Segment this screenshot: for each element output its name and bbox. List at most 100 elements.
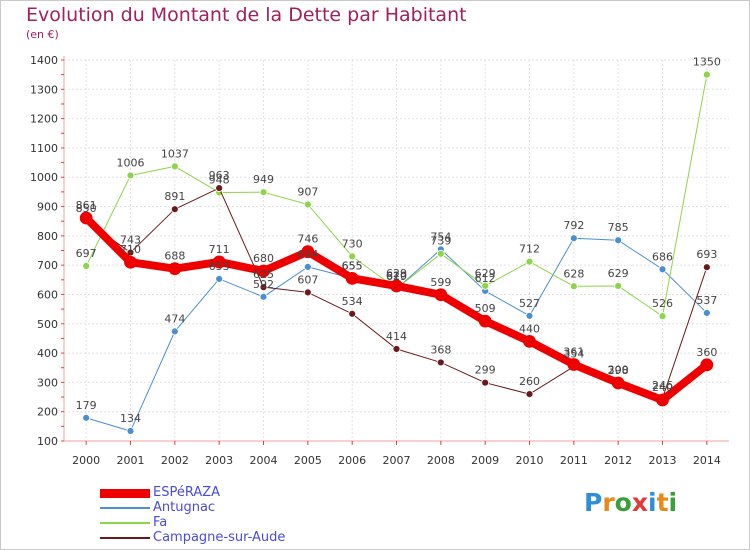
- data-label-antugnac: 655: [342, 259, 363, 272]
- data-label-antugnac: 653: [209, 260, 230, 273]
- data-label-esp-raza: 680: [253, 252, 274, 265]
- data-label-esp-raza: 599: [430, 276, 451, 289]
- data-point-fa: [702, 70, 711, 79]
- data-point-esp-raza: [611, 376, 625, 390]
- legend-label: Antugnac: [153, 500, 216, 515]
- x-tick-label: 2002: [161, 454, 189, 467]
- data-label-campagne-sur-aude: 246: [652, 379, 673, 392]
- data-point-fa: [126, 171, 135, 180]
- y-tick-label: 1100: [30, 142, 58, 155]
- data-point-esp-raza: [301, 245, 315, 259]
- data-point-antugnac: [126, 427, 135, 435]
- data-label-campagne-sur-aude: 299: [475, 364, 496, 377]
- data-label-antugnac: 134: [120, 412, 141, 425]
- y-tick-label: 300: [37, 376, 58, 389]
- data-label-esp-raza: 746: [297, 233, 318, 246]
- data-point-fa: [303, 200, 312, 209]
- logo-letter: x: [631, 488, 648, 517]
- data-point-antugnac: [658, 265, 667, 274]
- data-label-antugnac: 619: [386, 270, 407, 283]
- data-label-esp-raza: 629: [386, 267, 407, 280]
- data-point-antugnac: [569, 234, 578, 243]
- data-point-fa: [348, 252, 357, 261]
- data-point-fa: [259, 188, 268, 197]
- x-tick-label: 2007: [383, 454, 411, 467]
- logo-letter: P: [584, 488, 603, 517]
- data-label-campagne-sur-aude: 354: [563, 348, 584, 361]
- data-point-esp-raza: [345, 271, 359, 285]
- data-label-fa: 1037: [161, 147, 189, 160]
- data-point-campagne-sur-aude: [215, 184, 224, 192]
- data-point-antugnac: [215, 275, 224, 283]
- data-label-fa: 697: [76, 247, 97, 260]
- data-label-esp-raza: 240: [652, 381, 673, 394]
- chart-subtitle: (en €): [26, 28, 59, 41]
- data-point-antugnac: [170, 327, 179, 336]
- data-point-fa: [614, 282, 623, 290]
- data-point-esp-raza: [257, 264, 270, 278]
- data-point-antugnac: [259, 292, 268, 301]
- logo-letter: o: [614, 488, 632, 517]
- x-tick-label: 2005: [294, 454, 322, 467]
- data-point-campagne-sur-aude: [303, 288, 312, 297]
- data-label-antugnac: 792: [563, 219, 584, 232]
- data-point-esp-raza: [523, 334, 536, 348]
- data-label-campagne-sur-aude: 850: [76, 202, 97, 215]
- data-point-fa: [82, 262, 91, 270]
- y-tick-label: 700: [37, 259, 58, 272]
- data-label-campagne-sur-aude: 300: [608, 363, 629, 376]
- data-point-esp-raza: [124, 255, 137, 269]
- data-point-antugnac: [702, 309, 711, 317]
- data-point-campagne-sur-aude: [436, 358, 445, 367]
- x-tick-label: 2013: [649, 454, 677, 467]
- data-label-campagne-sur-aude: 963: [209, 169, 230, 182]
- legend-swatch: [100, 488, 150, 498]
- legend: ESPéRAZA Antugnac Fa Campagne-sur-Aude: [100, 485, 360, 546]
- y-tick-label: 900: [37, 201, 58, 214]
- data-point-fa: [436, 249, 445, 258]
- data-label-fa: 730: [342, 237, 363, 250]
- data-point-campagne-sur-aude: [392, 345, 401, 353]
- data-point-esp-raza: [390, 279, 403, 293]
- data-point-antugnac: [82, 413, 91, 422]
- logo-letter: i: [668, 488, 678, 517]
- x-tick-label: 2001: [117, 454, 145, 467]
- y-tick-label: 800: [37, 230, 58, 243]
- legend-swatch: [100, 537, 150, 539]
- data-label-antugnac: 592: [253, 278, 274, 291]
- data-point-campagne-sur-aude: [702, 263, 711, 272]
- chart-title: Evolution du Montant de la Dette par Hab…: [26, 4, 467, 26]
- data-label-esp-raza: 440: [519, 322, 540, 335]
- data-label-antugnac: 686: [652, 250, 673, 263]
- data-point-esp-raza: [79, 211, 93, 225]
- data-point-esp-raza: [212, 255, 226, 269]
- y-tick-label: 500: [37, 318, 58, 331]
- data-point-esp-raza: [478, 314, 492, 328]
- x-tick-label: 2006: [338, 454, 366, 467]
- data-label-esp-raza: 688: [164, 250, 185, 263]
- data-label-campagne-sur-aude: 607: [297, 273, 318, 286]
- data-label-fa: 949: [253, 173, 274, 186]
- x-tick-label: 2004: [250, 454, 278, 467]
- data-label-esp-raza: 655: [342, 259, 363, 272]
- data-label-esp-raza: 710: [120, 243, 141, 256]
- y-tick-label: 1000: [30, 171, 58, 184]
- y-tick-label: 100: [37, 435, 58, 448]
- data-label-campagne-sur-aude: 625: [253, 268, 274, 281]
- y-tick-label: 1300: [30, 83, 58, 96]
- data-label-antugnac: 785: [608, 221, 629, 234]
- x-tick-label: 2008: [427, 454, 455, 467]
- data-label-fa: 1350: [693, 56, 721, 69]
- data-point-campagne-sur-aude: [259, 283, 268, 292]
- data-label-fa: 620: [386, 270, 407, 283]
- data-label-fa: 1006: [117, 156, 145, 169]
- data-point-antugnac: [525, 311, 534, 320]
- data-label-campagne-sur-aude: 891: [164, 190, 185, 203]
- data-label-campagne-sur-aude: 693: [696, 248, 717, 261]
- data-label-campagne-sur-aude: 534: [342, 295, 363, 308]
- legend-label: Campagne-sur-Aude: [153, 530, 286, 545]
- logo-letter: r: [602, 488, 615, 517]
- data-label-antugnac: 527: [519, 297, 540, 310]
- data-point-fa: [170, 162, 179, 171]
